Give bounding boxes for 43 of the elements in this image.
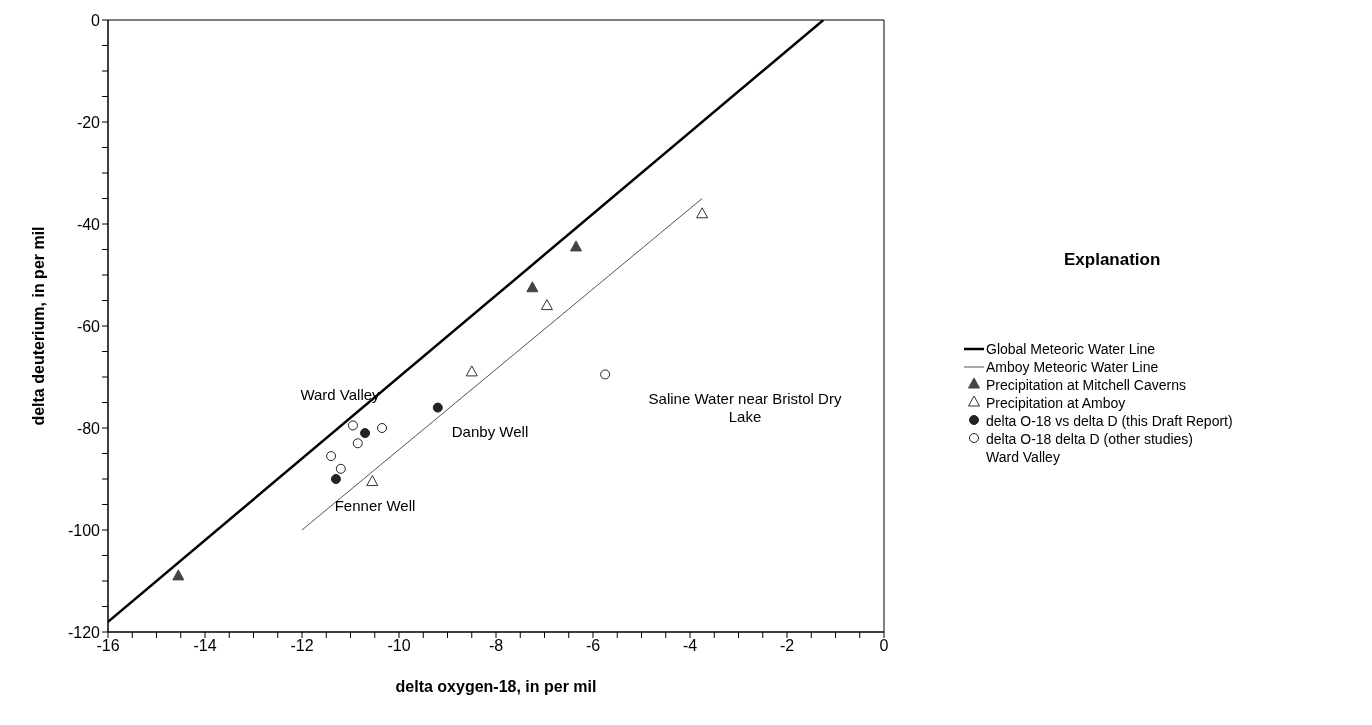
- y-tick-label: 0: [91, 11, 101, 29]
- x-tick-label: -4: [682, 637, 698, 655]
- y-tick-label: -100: [67, 521, 101, 539]
- point: [326, 451, 337, 462]
- point: [330, 474, 341, 484]
- point: [570, 240, 583, 252]
- annotation: Fenner Well: [334, 497, 416, 515]
- point: [432, 402, 443, 413]
- legend-label: Amboy Meteoric Water Line: [986, 358, 1159, 376]
- x-tick-label: -12: [290, 637, 314, 655]
- legend-label: Precipitation at Mitchell Caverns: [986, 376, 1186, 394]
- x-tick-label: -10: [387, 637, 411, 655]
- point: [600, 369, 611, 380]
- y-axis-title: delta deuterium, in per mil: [29, 226, 47, 426]
- y-tick-label: -80: [76, 419, 101, 437]
- point: [172, 569, 185, 581]
- y-tick-label: -40: [76, 215, 101, 233]
- point: [377, 423, 388, 433]
- x-tick-label: 0: [879, 637, 889, 655]
- point: [526, 281, 539, 293]
- point: [696, 207, 709, 219]
- legend-label: delta O-18 vs delta D (this Draft Report): [986, 412, 1233, 430]
- legend-label: delta O-18 delta D (other studies) Ward Valley: [986, 430, 1193, 466]
- point: [335, 463, 346, 474]
- annotation: Ward Valley: [300, 386, 380, 404]
- point: [360, 428, 371, 439]
- point: [540, 299, 553, 311]
- x-tick-label: -14: [193, 637, 217, 655]
- legend-label: Precipitation at Amboy: [986, 394, 1126, 412]
- point: [347, 420, 358, 431]
- y-tick-label: -60: [76, 317, 101, 335]
- y-tick-label: -20: [76, 113, 101, 131]
- x-tick-label: -6: [585, 637, 601, 655]
- point: [465, 365, 478, 377]
- x-tick-label: -8: [488, 637, 504, 655]
- legend-title: Explanation: [1064, 250, 1162, 270]
- annotation: Saline Water near Bristol Dry Lake: [648, 390, 842, 426]
- annotation: Danby Well: [451, 423, 529, 441]
- legend-label: Global Meteoric Water Line: [986, 340, 1156, 358]
- point: [366, 475, 379, 487]
- point: [352, 438, 363, 449]
- x-axis-title: delta oxygen-18, in per mil: [395, 678, 597, 695]
- x-tick-label: -2: [779, 637, 795, 655]
